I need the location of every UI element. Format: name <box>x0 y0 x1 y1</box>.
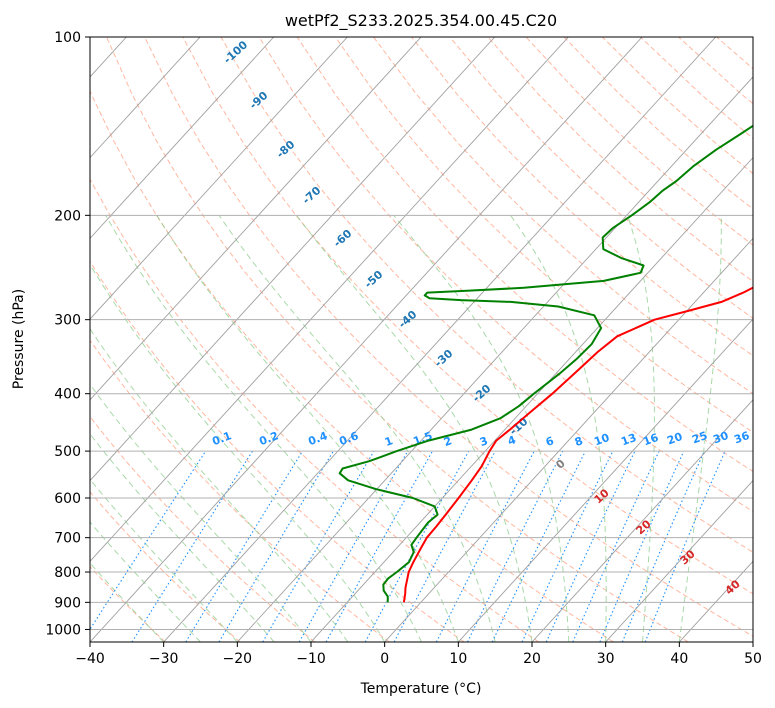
mixing-ratio-line <box>325 450 433 642</box>
moist-adiabat <box>90 478 238 642</box>
x-tick-label: 40 <box>670 651 688 667</box>
isotherm <box>163 37 717 642</box>
mixing-ratio-label: 3 <box>478 434 490 449</box>
dry-adiabat <box>296 37 753 473</box>
mixing-ratio-label: 0.2 <box>257 429 280 448</box>
moist-adiabat <box>218 215 496 642</box>
y-tick-label: 900 <box>54 595 81 611</box>
mixing-ratio-label: 2 <box>442 434 454 449</box>
moist-adiabat <box>678 215 722 642</box>
mixing-ratio-label: 30 <box>711 429 730 447</box>
mixing-ratio-line <box>572 450 660 642</box>
dry-adiabat <box>90 89 614 642</box>
isotherm <box>90 37 643 642</box>
y-tick-label: 800 <box>54 565 81 581</box>
y-tick-label: 300 <box>54 313 81 329</box>
moist-adiabat <box>510 215 607 642</box>
isotherm <box>310 156 753 642</box>
mixing-ratio-label: 36 <box>732 429 751 447</box>
dry-adiabat <box>90 178 540 642</box>
x-tick-label: −20 <box>223 651 253 667</box>
pressure-grid <box>90 37 753 630</box>
isotherm <box>90 37 569 562</box>
x-tick-label: −10 <box>296 651 326 667</box>
background-reference-lines <box>90 37 753 642</box>
mixing-ratio-line <box>621 450 705 642</box>
y-tick-label: 600 <box>54 491 81 507</box>
x-tick-label: 0 <box>380 651 389 667</box>
dry-adiabat <box>106 37 689 642</box>
moist-adiabat <box>90 327 349 642</box>
dry-adiabat <box>220 37 753 553</box>
mixing-ratio-line <box>393 450 496 642</box>
moist-adiabat <box>90 521 201 642</box>
dry-adiabat <box>411 37 753 357</box>
y-axis-title: Pressure (hPa) <box>11 289 27 389</box>
y-tick-label: 200 <box>54 208 81 224</box>
y-axis: 100 200 300 400 500 600 700 800 900 1000 <box>45 30 90 638</box>
isotherm <box>90 37 201 159</box>
isotherm <box>90 37 496 482</box>
moist-adiabat <box>156 215 459 642</box>
mixing-ratio-label: 8 <box>573 434 585 449</box>
moist-adiabat <box>105 215 422 642</box>
moist-adiabat <box>626 215 655 642</box>
dry-adiabat <box>90 260 465 642</box>
y-tick-label: 700 <box>54 531 81 547</box>
dry-adiabat <box>258 37 753 513</box>
moist-adiabat <box>90 562 165 642</box>
dry-adiabat <box>449 37 753 319</box>
mixing-ratio-label: 1 <box>383 434 395 449</box>
mixing-ratio-line <box>599 450 685 642</box>
x-axis-title: Temperature (°C) <box>360 681 482 697</box>
x-axis: −40 −30 −20 −10 0 10 20 30 40 50 <box>75 642 762 667</box>
isotherm <box>90 37 422 401</box>
chart-title: wetPf2_S233.2025.354.00.45.C20 <box>285 11 557 31</box>
x-tick-label: 50 <box>744 651 762 667</box>
temperature-profile <box>402 286 753 603</box>
mixing-ratio-label: 20 <box>665 430 684 448</box>
y-tick-label: 100 <box>54 30 81 46</box>
moist-adiabat <box>90 263 386 642</box>
mixing-ratio-label: 16 <box>641 431 660 449</box>
x-tick-label: 10 <box>449 651 467 667</box>
moist-adiabat <box>393 214 570 642</box>
mixing-ratio-label: 10 <box>592 431 611 449</box>
isotherm <box>237 76 753 642</box>
mixing-ratio-line <box>90 450 207 631</box>
y-tick-label: 1000 <box>45 622 81 638</box>
isotherm <box>384 237 753 642</box>
mixing-ratio-label: 0.4 <box>306 429 329 448</box>
dewpoint-profile <box>338 124 753 603</box>
mixing-ratio-label: 0.1 <box>210 429 233 448</box>
x-tick-label: −40 <box>75 651 105 667</box>
dry-adiabat <box>334 37 753 433</box>
y-tick-label: 500 <box>54 444 81 460</box>
dry-adiabat <box>90 339 390 642</box>
isotherm <box>605 479 753 642</box>
isotherm <box>458 318 753 642</box>
dry-adiabat <box>90 415 316 642</box>
moist-adiabat <box>90 433 275 642</box>
mixing-ratio-label: 25 <box>690 429 709 446</box>
isotherm <box>90 37 348 320</box>
sounding-profiles <box>338 124 753 603</box>
mixing-ratio-label: 13 <box>619 431 638 448</box>
x-tick-label: 20 <box>523 651 541 667</box>
isotherm <box>531 399 753 642</box>
mixing-ratio-line <box>185 450 304 642</box>
mixing-ratio-label: 6 <box>544 434 556 449</box>
x-tick-label: 30 <box>597 651 615 667</box>
mixing-ratio-label: 0.6 <box>337 429 360 448</box>
plot-frame <box>89 36 754 643</box>
isotherm <box>90 37 275 240</box>
mixing-ratio-line <box>131 450 254 642</box>
dry-adiabat <box>90 565 166 642</box>
x-tick-label: −30 <box>149 651 179 667</box>
y-tick-label: 400 <box>54 387 81 403</box>
mixing-ratio-label: 4 <box>506 433 518 448</box>
mixing-ratio-line <box>467 450 564 642</box>
